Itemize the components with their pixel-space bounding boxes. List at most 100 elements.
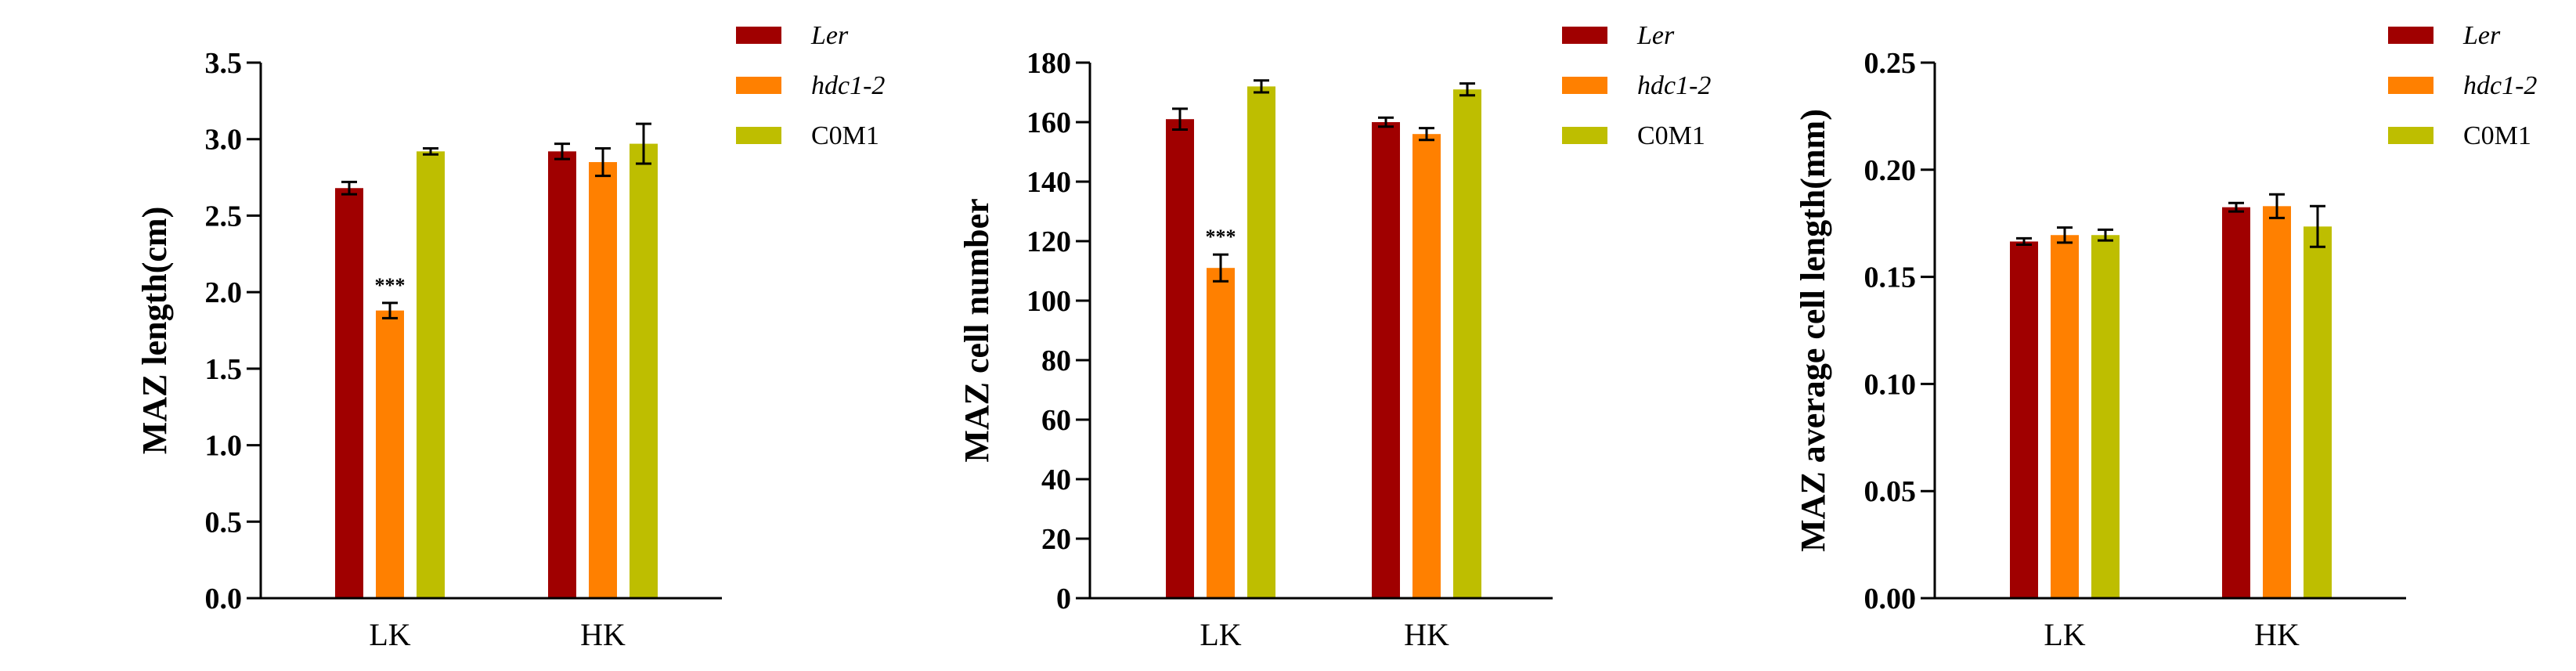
error-bar-lk-hdc1-2 — [382, 301, 398, 319]
y-tick-label: 1.5 — [205, 353, 243, 386]
x-tick-label: HK — [1404, 617, 1449, 652]
y-tick-label: 180 — [1026, 47, 1071, 80]
x-tick-label: LK — [1200, 617, 1241, 652]
x-tick-label: HK — [2254, 617, 2300, 652]
bar-lk-ler — [2010, 241, 2038, 598]
bar-hk-c0m1 — [1453, 89, 1481, 598]
legend-swatch — [1562, 127, 1607, 144]
legend-swatch — [736, 27, 781, 44]
chart-panel-1: LK HK *** 0.0 0.5 1.0 1.5 2.0 2.5 3.0 3.5 MAZ lengt… — [135, 21, 885, 652]
legend-swatch — [2388, 77, 2433, 94]
legend-item-c0m1: C0M1 — [736, 121, 879, 150]
chart-panel-2: LK HK *** 0 20 40 60 80 100 120 140 160 180 MAZ cell … — [958, 21, 1711, 652]
y-tick-label: 2.0 — [205, 276, 243, 309]
legend-label: C0M1 — [811, 121, 879, 150]
error-bar-lk-hdc1-2 — [1213, 253, 1228, 283]
legend-item-ler: Ler — [736, 21, 849, 50]
y-tick-label: 0 — [1056, 583, 1071, 615]
y-tick-label: 1.0 — [205, 430, 243, 463]
bar-hk-ler — [548, 151, 576, 598]
bar-lk-ler — [1166, 119, 1194, 598]
bar-hk-c0m1 — [630, 143, 658, 598]
bar-hk-c0m1 — [2304, 226, 2332, 598]
error-bar-hk-hdc1-2 — [595, 146, 611, 178]
legend-item-ler: Ler — [2388, 21, 2501, 50]
y-tick-label: 40 — [1041, 464, 1071, 496]
error-bar-hk-hdc1-2 — [1419, 127, 1434, 142]
legend-item-hdc1-2: hdc1-2 — [2388, 71, 2537, 100]
bar-lk-c0m1 — [1247, 86, 1275, 598]
y-tick-label: 0.25 — [1864, 47, 1917, 80]
legend-item-hdc1-2: hdc1-2 — [736, 71, 885, 100]
bar-lk-c0m1 — [2091, 235, 2120, 598]
y-tick-label: 20 — [1041, 523, 1071, 556]
y-tick-label: 140 — [1026, 166, 1071, 199]
y-tick-label: 0.15 — [1864, 262, 1917, 294]
y-axis-title: MAZ length(cm) — [135, 207, 174, 455]
error-bar-lk-c0m1 — [1254, 79, 1269, 94]
bar-lk-hdc1-2 — [2051, 235, 2079, 598]
y-tick-label: 3.0 — [205, 124, 243, 157]
x-tick-label: LK — [369, 617, 410, 652]
legend-label: C0M1 — [1637, 121, 1705, 150]
y-tick-label: 0.05 — [1864, 475, 1917, 508]
legend-swatch — [1562, 77, 1607, 94]
significance-label: *** — [375, 274, 406, 297]
legend-swatch — [2388, 27, 2433, 44]
x-tick-label: HK — [580, 617, 626, 652]
legend-item-c0m1: C0M1 — [2388, 121, 2531, 150]
error-bar-hk-hdc1-2 — [2269, 193, 2285, 219]
y-tick-label: 0.10 — [1864, 368, 1917, 401]
y-tick-label: 0.20 — [1864, 154, 1917, 187]
error-bar-lk-ler — [1172, 107, 1188, 131]
error-bar-lk-ler — [2016, 236, 2032, 247]
legend-swatch — [736, 127, 781, 144]
error-bar-lk-ler — [341, 180, 357, 196]
legend-item-ler: Ler — [1562, 21, 1675, 50]
y-tick-label: 60 — [1041, 404, 1071, 437]
bar-lk-hdc1-2 — [1207, 268, 1235, 598]
chart-panel-3: LK HK 0.00 0.05 0.10 0.15 0.20 0.25 MAZ average … — [1794, 21, 2537, 652]
bar-lk-c0m1 — [417, 151, 445, 598]
legend-label: hdc1-2 — [811, 71, 885, 100]
error-bar-lk-c0m1 — [2098, 228, 2113, 242]
y-tick-label: 80 — [1041, 345, 1071, 377]
error-bar-hk-ler — [2228, 201, 2244, 213]
y-axis-title: MAZ cell number — [958, 198, 996, 462]
legend-label: C0M1 — [2463, 121, 2531, 150]
error-bar-lk-c0m1 — [423, 146, 438, 156]
legend-label: hdc1-2 — [2463, 71, 2537, 100]
y-tick-label: 160 — [1026, 106, 1071, 139]
bar-lk-hdc1-2 — [376, 310, 404, 598]
bar-hk-ler — [2222, 207, 2250, 598]
y-axis-title: MAZ average cell length(mm) — [1794, 109, 1832, 552]
y-tick-label: 0.5 — [205, 506, 243, 539]
y-tick-label: 120 — [1026, 225, 1071, 258]
bar-hk-ler — [1372, 122, 1400, 598]
significance-label: *** — [1206, 225, 1236, 248]
error-bar-hk-c0m1 — [1459, 82, 1475, 97]
bar-lk-ler — [335, 188, 363, 598]
legend-swatch — [736, 77, 781, 94]
bar-hk-hdc1-2 — [2263, 206, 2291, 598]
error-bar-hk-c0m1 — [636, 122, 651, 165]
legend-label: Ler — [2462, 21, 2501, 50]
legend-item-c0m1: C0M1 — [1562, 121, 1705, 150]
legend-label: Ler — [810, 21, 849, 50]
legend-swatch — [2388, 127, 2433, 144]
y-tick-label: 3.5 — [205, 47, 243, 80]
error-bar-lk-hdc1-2 — [2057, 226, 2073, 244]
error-bar-hk-ler — [1378, 116, 1394, 128]
legend-item-hdc1-2: hdc1-2 — [1562, 71, 1711, 100]
bar-hk-hdc1-2 — [1412, 134, 1441, 598]
bar-hk-hdc1-2 — [589, 162, 617, 598]
error-bar-hk-ler — [554, 142, 570, 161]
legend-swatch — [1562, 27, 1607, 44]
y-tick-label: 0.00 — [1864, 583, 1917, 615]
x-tick-label: LK — [2044, 617, 2085, 652]
y-tick-label: 2.5 — [205, 200, 243, 233]
y-tick-label: 0.0 — [205, 583, 243, 615]
y-tick-label: 100 — [1026, 285, 1071, 318]
error-bar-hk-c0m1 — [2310, 204, 2325, 248]
